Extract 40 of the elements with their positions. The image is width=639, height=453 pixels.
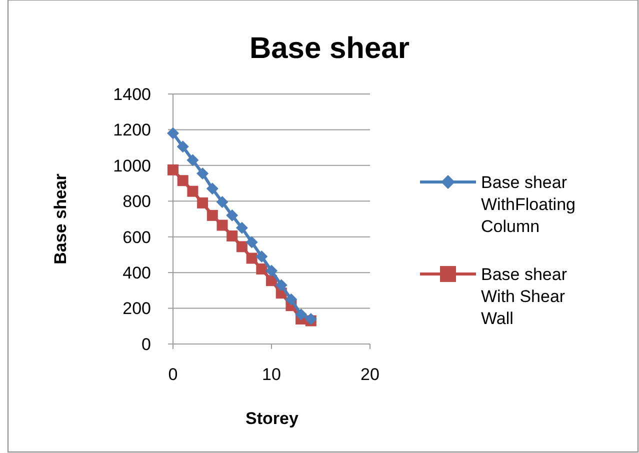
- point: [216, 196, 228, 208]
- point: [168, 164, 178, 176]
- point: [206, 182, 218, 195]
- y-tick-label: 200: [122, 299, 151, 318]
- point: [176, 140, 189, 153]
- legend-label: Base shear WithFloating Column: [481, 173, 576, 236]
- y-tick-label: 1400: [113, 84, 151, 104]
- y-tick-label: 1200: [113, 120, 151, 140]
- point: [196, 167, 209, 180]
- y-tick-label: 0: [142, 334, 151, 354]
- point: [167, 127, 179, 140]
- y-tick-label: 800: [122, 192, 151, 212]
- chart-title: Base shear: [249, 32, 410, 65]
- x-tick-label: 20: [360, 365, 380, 384]
- point: [236, 222, 248, 234]
- point: [216, 220, 228, 231]
- point: [256, 264, 268, 274]
- point: [187, 186, 198, 197]
- point: [295, 308, 308, 321]
- y-tick-label: 600: [122, 228, 151, 247]
- legend-label: Base shear With Shear Wall: [481, 265, 568, 328]
- point: [197, 197, 208, 208]
- point: [226, 209, 238, 222]
- x-axis-title: Storey: [246, 409, 299, 428]
- point: [186, 154, 199, 166]
- point: [206, 210, 218, 221]
- x-tick-label: 10: [262, 365, 281, 384]
- x-tick-label: 0: [168, 365, 178, 384]
- point: [246, 252, 258, 264]
- point: [275, 279, 288, 292]
- point: [246, 236, 258, 248]
- point: [236, 241, 248, 252]
- y-tick-label: 400: [122, 264, 151, 283]
- point: [285, 293, 298, 306]
- point: [226, 230, 238, 242]
- point: [256, 250, 268, 262]
- point: [266, 264, 278, 277]
- point: [177, 175, 188, 186]
- y-axis-title: Base shear: [51, 173, 70, 264]
- y-tick-label: 1000: [113, 156, 151, 176]
